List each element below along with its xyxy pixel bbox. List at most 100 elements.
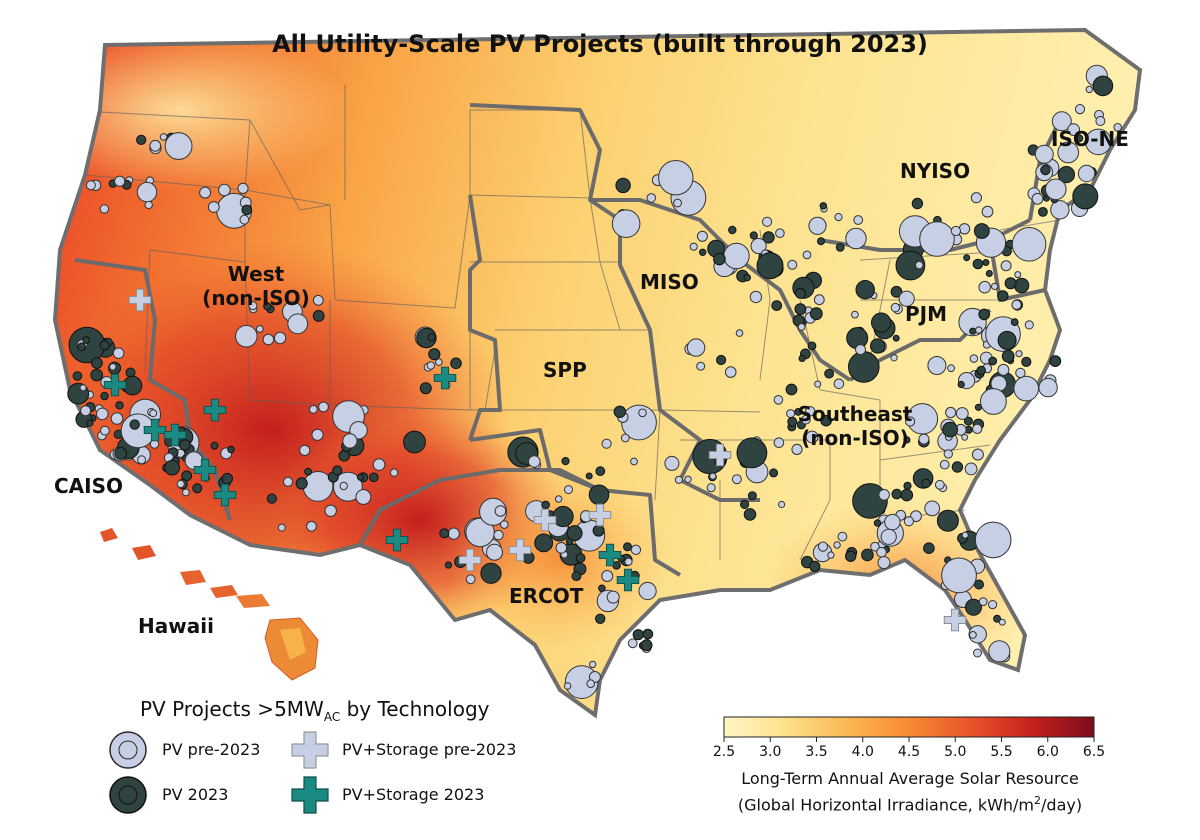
pv-2023-marker <box>749 231 758 240</box>
pv-2023-marker <box>728 225 737 235</box>
colorbar-title-line2-post: /day) <box>1041 795 1083 815</box>
pv-2023-marker <box>100 391 109 401</box>
pv-pre-2023-marker <box>306 520 317 532</box>
pv-pre-2023-marker <box>969 631 977 639</box>
pv-pre-2023-marker <box>318 401 329 413</box>
pv-pre-2023-marker <box>479 497 508 526</box>
pv-2023-marker <box>86 419 94 427</box>
pv-pre-2023-marker <box>958 223 971 235</box>
pv-pre-2023-marker <box>528 455 541 468</box>
pv-pre-2023-marker <box>664 455 680 471</box>
pv-2023-marker <box>571 571 582 582</box>
pv-2023-marker <box>809 560 821 573</box>
pv-2023-marker <box>820 414 832 427</box>
pv-pre-2023-marker <box>915 260 924 270</box>
pv-2023-marker <box>963 416 973 426</box>
pv-2023-marker <box>416 327 437 349</box>
pv-pre-2023-marker <box>239 214 250 225</box>
pv-pre-2023-marker <box>961 531 969 539</box>
pv-pre-2023-marker <box>762 216 773 227</box>
colorbar-title: Long-Term Annual Average Solar Resource … <box>700 768 1120 816</box>
pv-pre-2023-marker <box>1000 260 1012 272</box>
pv-2023-marker <box>819 202 827 210</box>
pv-pre-2023-marker <box>735 329 744 337</box>
pv-pre-2023-marker <box>801 414 811 425</box>
pv-pre-2023-marker <box>1015 367 1026 379</box>
pv-2023-marker <box>595 466 606 477</box>
pv-2023-marker <box>871 312 892 333</box>
pv-pre-2023-marker <box>137 455 147 465</box>
pv-pre-2023-marker <box>853 215 864 225</box>
pv-2023-marker <box>480 562 502 584</box>
pv-pre-2023-marker <box>833 541 841 549</box>
pv-2023-marker <box>179 439 191 451</box>
pv-pre-2023-marker <box>939 459 950 470</box>
pv-pre-2023-marker <box>1085 85 1094 94</box>
pv-2023-marker <box>1001 349 1015 363</box>
colorbar <box>723 716 1095 742</box>
pv-2023-marker <box>794 303 807 316</box>
pv-pre-2023-marker <box>1013 375 1039 402</box>
pv-2023-marker <box>794 408 803 416</box>
region-label-southeast: Southeast (non-ISO) <box>790 402 920 450</box>
pv-pre-2023-marker <box>961 433 969 441</box>
region-label-southeast-line1: Southeast <box>797 402 913 426</box>
colorbar-title-line2-sup: 2 <box>1034 794 1042 807</box>
pv-pre-2023-marker <box>182 488 190 497</box>
pv-pre-2023-marker <box>273 331 287 345</box>
pv-pre-2023-marker <box>674 475 684 484</box>
pv-2023-marker <box>982 259 990 266</box>
pv-pre-2023-marker <box>324 504 337 517</box>
pv-pre-2023-marker <box>144 200 153 210</box>
pv-2023-marker <box>585 472 593 480</box>
pv-pre-2023-marker <box>955 407 969 420</box>
pv-pre-2023-marker <box>309 405 318 414</box>
pv-2023-marker <box>873 519 882 527</box>
pv-2023-marker <box>974 579 984 590</box>
pv-2023-marker <box>1010 318 1019 327</box>
pv-2023-marker <box>221 472 234 485</box>
pv-2023-marker <box>824 368 834 379</box>
pv-2023-marker <box>439 528 450 539</box>
pv-pre-2023-marker <box>465 574 476 585</box>
colorbar-tick-label: 5.0 <box>944 744 967 760</box>
pv-pre-2023-marker <box>980 388 1007 415</box>
pv-2023-marker <box>82 336 90 344</box>
pv-2023-marker <box>969 327 977 335</box>
legend-title-main: PV Projects >5MW <box>140 697 324 721</box>
pv-pre-2023-marker <box>248 301 258 311</box>
pv-pre-2023-marker <box>941 557 977 594</box>
pv-pre-2023-marker <box>136 181 158 203</box>
colorbar-tick-label: 5.5 <box>990 744 1013 760</box>
pv-2023-marker <box>903 481 912 490</box>
pv-pre-2023-marker <box>620 433 630 443</box>
pv-pre-2023-marker <box>199 186 212 199</box>
pv-2023-marker <box>588 484 610 506</box>
pv-pre-2023-marker <box>778 500 786 509</box>
pv-pre-2023-marker <box>805 430 819 444</box>
pv-2023-marker <box>90 368 103 382</box>
pv-2023-marker <box>1057 166 1076 184</box>
pv-pre-2023-marker <box>164 132 193 160</box>
pv-pre-2023-marker <box>927 356 947 375</box>
pv-2023-marker <box>890 285 903 298</box>
pv-2023-marker <box>807 341 817 351</box>
region-label-pjm: PJM <box>905 302 948 326</box>
pv-2023-marker <box>181 470 193 482</box>
pv-2023-marker <box>1040 164 1051 176</box>
pv-pre-2023-marker <box>1011 299 1022 310</box>
pv-pre-2023-marker <box>1095 116 1106 126</box>
pv-pre-2023-marker <box>918 433 930 445</box>
pv-pre-2023-marker <box>837 531 848 542</box>
legend-title-sub: AC <box>323 710 341 724</box>
pv-2023-marker <box>903 436 911 444</box>
pv-pre-2023-marker <box>709 472 717 480</box>
pv-pre-2023-marker <box>974 521 1012 559</box>
pv-pre-2023-marker <box>311 428 324 441</box>
pv-pre-2023-marker <box>85 180 96 191</box>
pv-pre-2023-marker <box>1034 144 1054 164</box>
pv-2023-marker <box>566 525 583 542</box>
pv-pre-2023-marker <box>845 227 867 250</box>
pv-2023-marker <box>356 473 365 481</box>
pv-pre-2023-marker <box>898 290 915 307</box>
